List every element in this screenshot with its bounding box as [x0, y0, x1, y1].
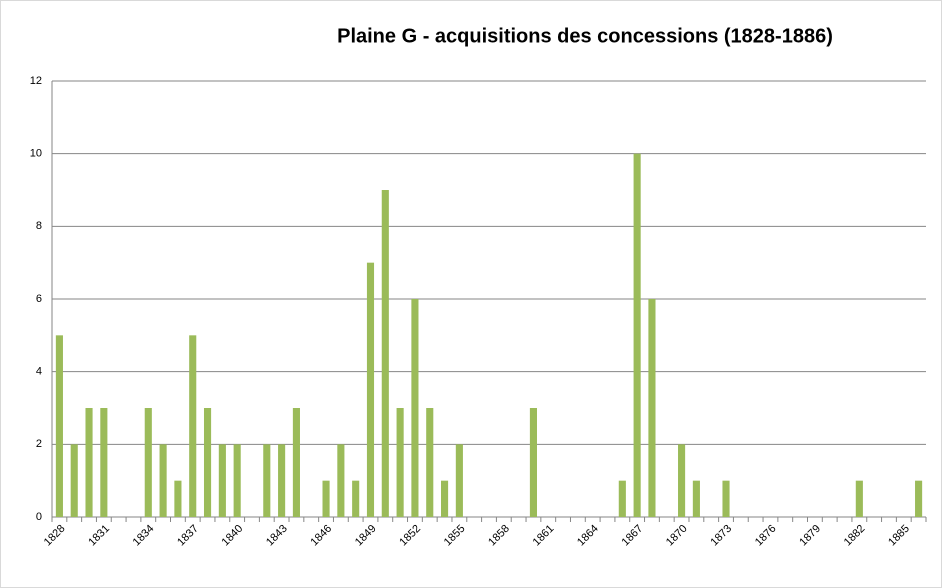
bar: [337, 444, 345, 517]
bar: [692, 480, 700, 517]
bar: [426, 408, 434, 517]
y-tick-label: 0: [36, 511, 42, 523]
bar: [722, 480, 730, 517]
bar: [855, 480, 863, 517]
y-tick-label: 6: [36, 293, 42, 305]
y-tick-label: 2: [36, 438, 42, 450]
bar: [529, 408, 537, 517]
bar: [322, 480, 330, 517]
bar: [218, 444, 226, 517]
bar: [381, 190, 389, 517]
y-tick-label: 12: [30, 75, 42, 87]
y-tick-label: 10: [30, 148, 42, 160]
bar: [292, 408, 300, 517]
chart-title: Plaine G - acquisitions des concessions …: [337, 25, 833, 47]
bar: [144, 408, 152, 517]
bar: [70, 444, 78, 517]
bar: [55, 335, 63, 517]
bar: [85, 408, 93, 517]
bar: [174, 480, 182, 517]
bar: [618, 480, 626, 517]
y-tick-label: 8: [36, 220, 42, 232]
bar: [233, 444, 241, 517]
bar: [366, 262, 375, 517]
bar: [915, 480, 923, 517]
bar: [263, 444, 271, 517]
y-tick-label: 4: [36, 366, 42, 378]
bar: [648, 299, 656, 517]
bar: [441, 480, 449, 517]
bar: [455, 444, 463, 517]
bar: [159, 444, 167, 517]
bar: [100, 408, 108, 517]
bar: [633, 153, 641, 517]
bar: [396, 408, 404, 517]
bar: [278, 444, 286, 517]
bar: [203, 408, 212, 517]
bar: [678, 444, 686, 517]
bar: [411, 299, 419, 517]
bar: [189, 335, 197, 517]
bar: [352, 480, 360, 517]
